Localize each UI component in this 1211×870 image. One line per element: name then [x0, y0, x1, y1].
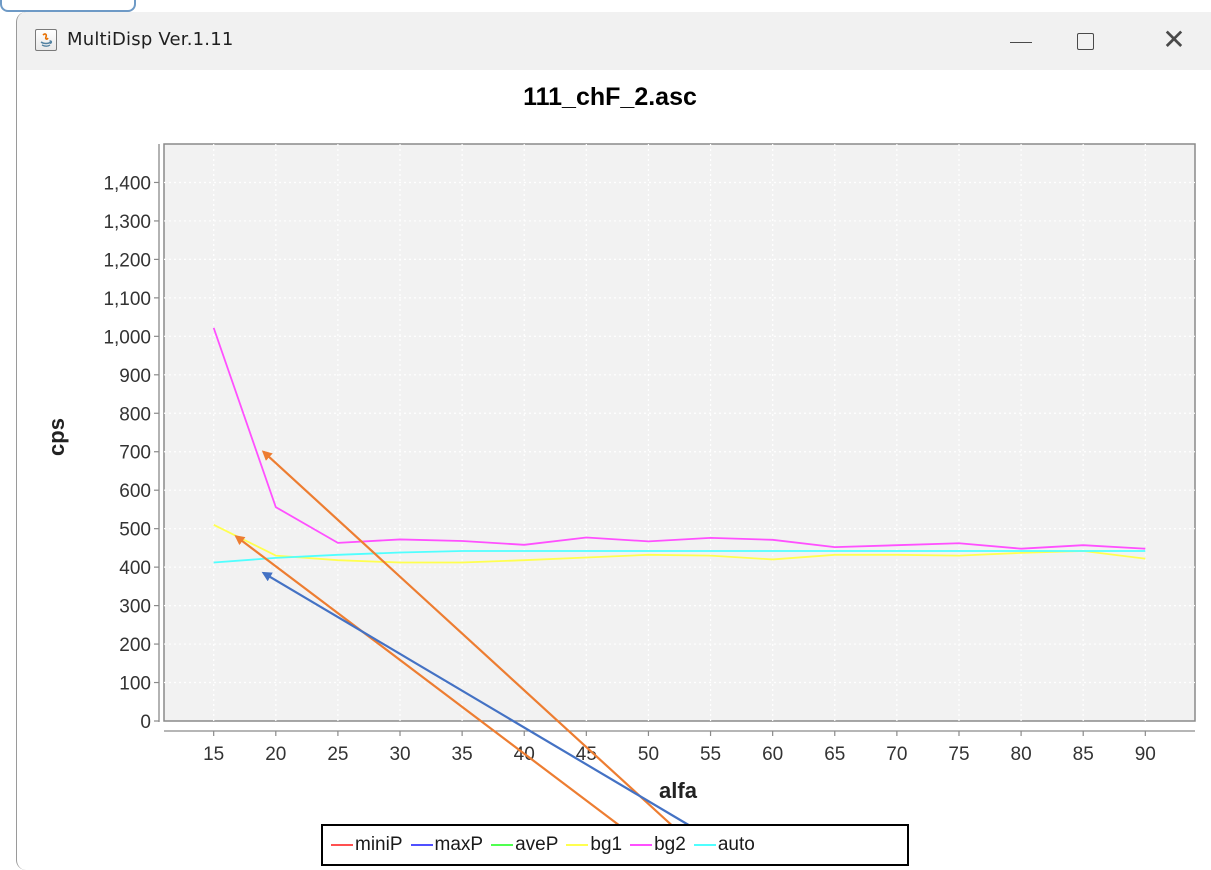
close-icon: ✕: [1162, 23, 1186, 56]
legend-item-bg1: bg1: [566, 834, 622, 856]
legend-label: bg2: [654, 834, 686, 855]
legend-label: auto: [717, 834, 755, 855]
chart-title: 111_chF_2.asc: [523, 83, 697, 111]
window-title: MultiDisp Ver.1.11: [67, 29, 234, 50]
legend-label: miniP: [355, 834, 403, 855]
legend-swatch: [693, 844, 716, 846]
maximize-button[interactable]: [1058, 12, 1112, 70]
legend-swatch: [630, 844, 653, 846]
legend-label: maxP: [434, 834, 484, 855]
legend-label: aveP: [515, 834, 559, 855]
window-titlebar[interactable]: MultiDisp Ver.1.11 ✕: [16, 12, 1211, 70]
java-app-icon: [35, 29, 57, 51]
legend-item-aveP: aveP: [491, 834, 558, 856]
legend-item-maxP: maxP: [410, 834, 484, 856]
chart-panel: [16, 70, 1211, 870]
background-window-edge: [0, 0, 1211, 12]
legend-item-miniP: miniP: [331, 834, 403, 856]
legend-label: bg1: [590, 834, 623, 855]
minimize-button[interactable]: [994, 12, 1048, 70]
legend-item-bg2: bg2: [630, 834, 686, 856]
legend-swatch: [566, 844, 589, 846]
minimize-icon: [1010, 42, 1032, 43]
previous-window-fragment[interactable]: [0, 0, 136, 12]
maximize-icon: [1076, 32, 1094, 50]
legend-swatch: [331, 844, 353, 846]
legend-swatch: [491, 844, 514, 846]
chart-legend: miniP maxP aveP bg1 bg2 auto: [321, 824, 909, 866]
close-button[interactable]: ✕: [1147, 12, 1201, 70]
legend-item-auto: auto: [693, 834, 755, 856]
legend-swatch: [410, 844, 433, 846]
